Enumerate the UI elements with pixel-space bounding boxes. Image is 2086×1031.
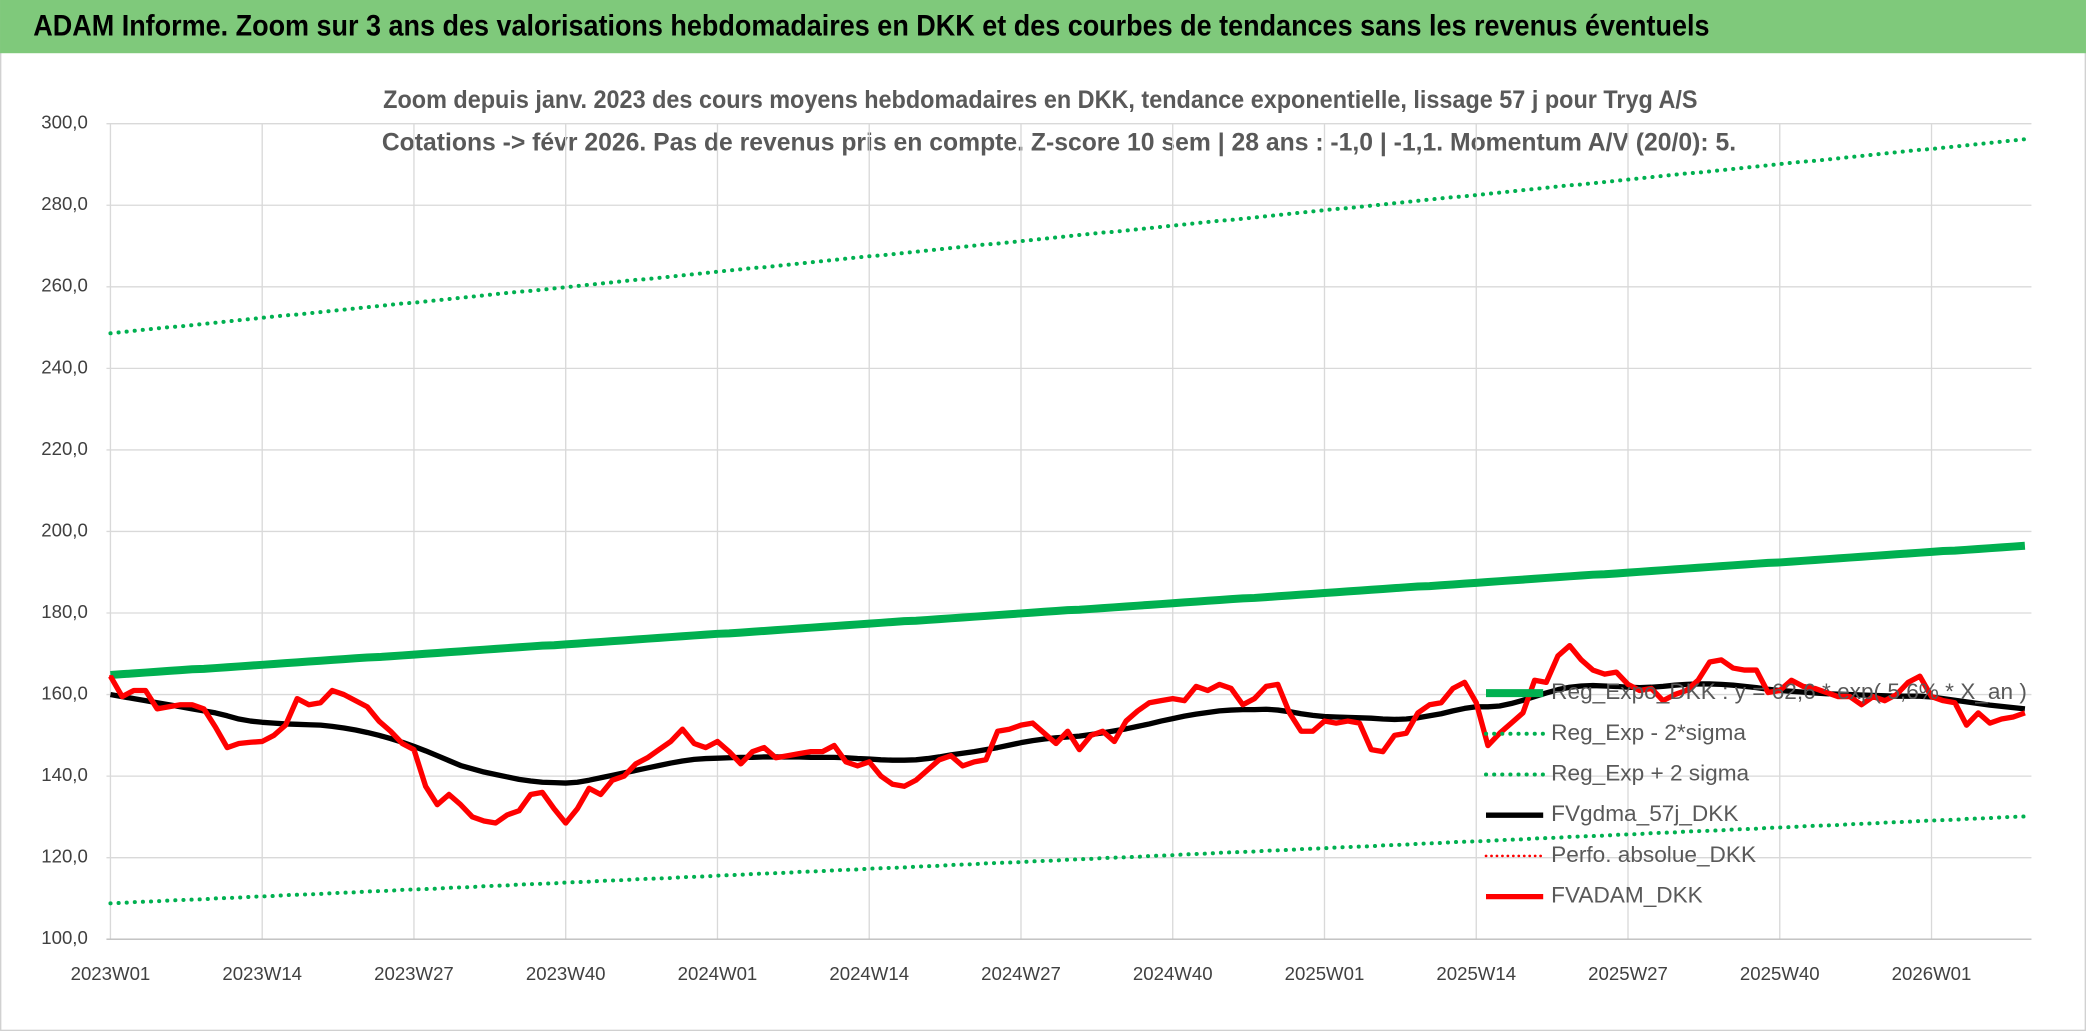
legend-label: FVgdma_57j_DKK	[1551, 801, 1738, 826]
x-tick-label: 2024W14	[829, 963, 909, 984]
y-tick-label: 200,0	[41, 519, 88, 540]
x-tick-label: 2025W27	[1588, 963, 1668, 984]
chart-title: ADAM Informe. Zoom sur 3 ans des valoris…	[33, 11, 1709, 43]
legend-label: Reg_Expo_DKK : y = 62,6 * exp( 5,6% * X_…	[1551, 679, 2027, 704]
x-tick-label: 2024W40	[1133, 963, 1213, 984]
x-tick-label: 2023W01	[71, 963, 151, 984]
chart-subtitle: Cotations -> févr 2026. Pas de revenus p…	[382, 128, 1736, 156]
header-band	[0, 0, 2086, 54]
x-tick-label: 2023W14	[222, 963, 302, 984]
chart-subtitle: Zoom depuis janv. 2023 des cours moyens …	[383, 86, 1697, 114]
y-tick-label: 140,0	[41, 764, 88, 785]
x-tick-label: 2025W01	[1285, 963, 1365, 984]
legend-label: Perfo. absolue_DKK	[1551, 842, 1756, 867]
y-tick-label: 280,0	[41, 193, 88, 214]
y-tick-label: 300,0	[41, 112, 88, 133]
legend-label: Reg_Exp - 2*sigma	[1551, 720, 1746, 745]
y-tick-label: 160,0	[41, 682, 88, 703]
y-tick-label: 260,0	[41, 275, 88, 296]
x-tick-label: 2024W27	[981, 963, 1061, 984]
series-line	[109, 681, 2026, 786]
x-tick-label: 2026W01	[1892, 963, 1972, 984]
series-line	[108, 814, 2027, 906]
x-tick-label: 2025W14	[1436, 963, 1516, 984]
y-tick-label: 120,0	[41, 846, 88, 867]
grid: 100,0 120,0 140,0 160,0 180,0 200,0 220,0 240,0…	[41, 112, 2032, 984]
x-tick-label: 2023W27	[374, 963, 454, 984]
y-tick-label: 180,0	[41, 601, 88, 622]
legend: Reg_Expo_DKK : y = 62,6 * exp( 5,6% * X_…	[1484, 679, 2027, 908]
series-line	[108, 642, 2026, 826]
legend-label: Reg_Exp + 2 sigma	[1551, 760, 1749, 785]
y-tick-label: 100,0	[41, 927, 88, 948]
y-tick-label: 240,0	[41, 356, 88, 377]
series-line	[110, 541, 2026, 679]
plot-lines	[108, 137, 2027, 906]
x-tick-label: 2024W01	[678, 963, 758, 984]
legend-label: FVADAM_DKK	[1551, 883, 1703, 908]
y-tick-label: 220,0	[41, 438, 88, 459]
x-tick-label: 2025W40	[1740, 963, 1820, 984]
x-tick-label: 2023W40	[526, 963, 606, 984]
